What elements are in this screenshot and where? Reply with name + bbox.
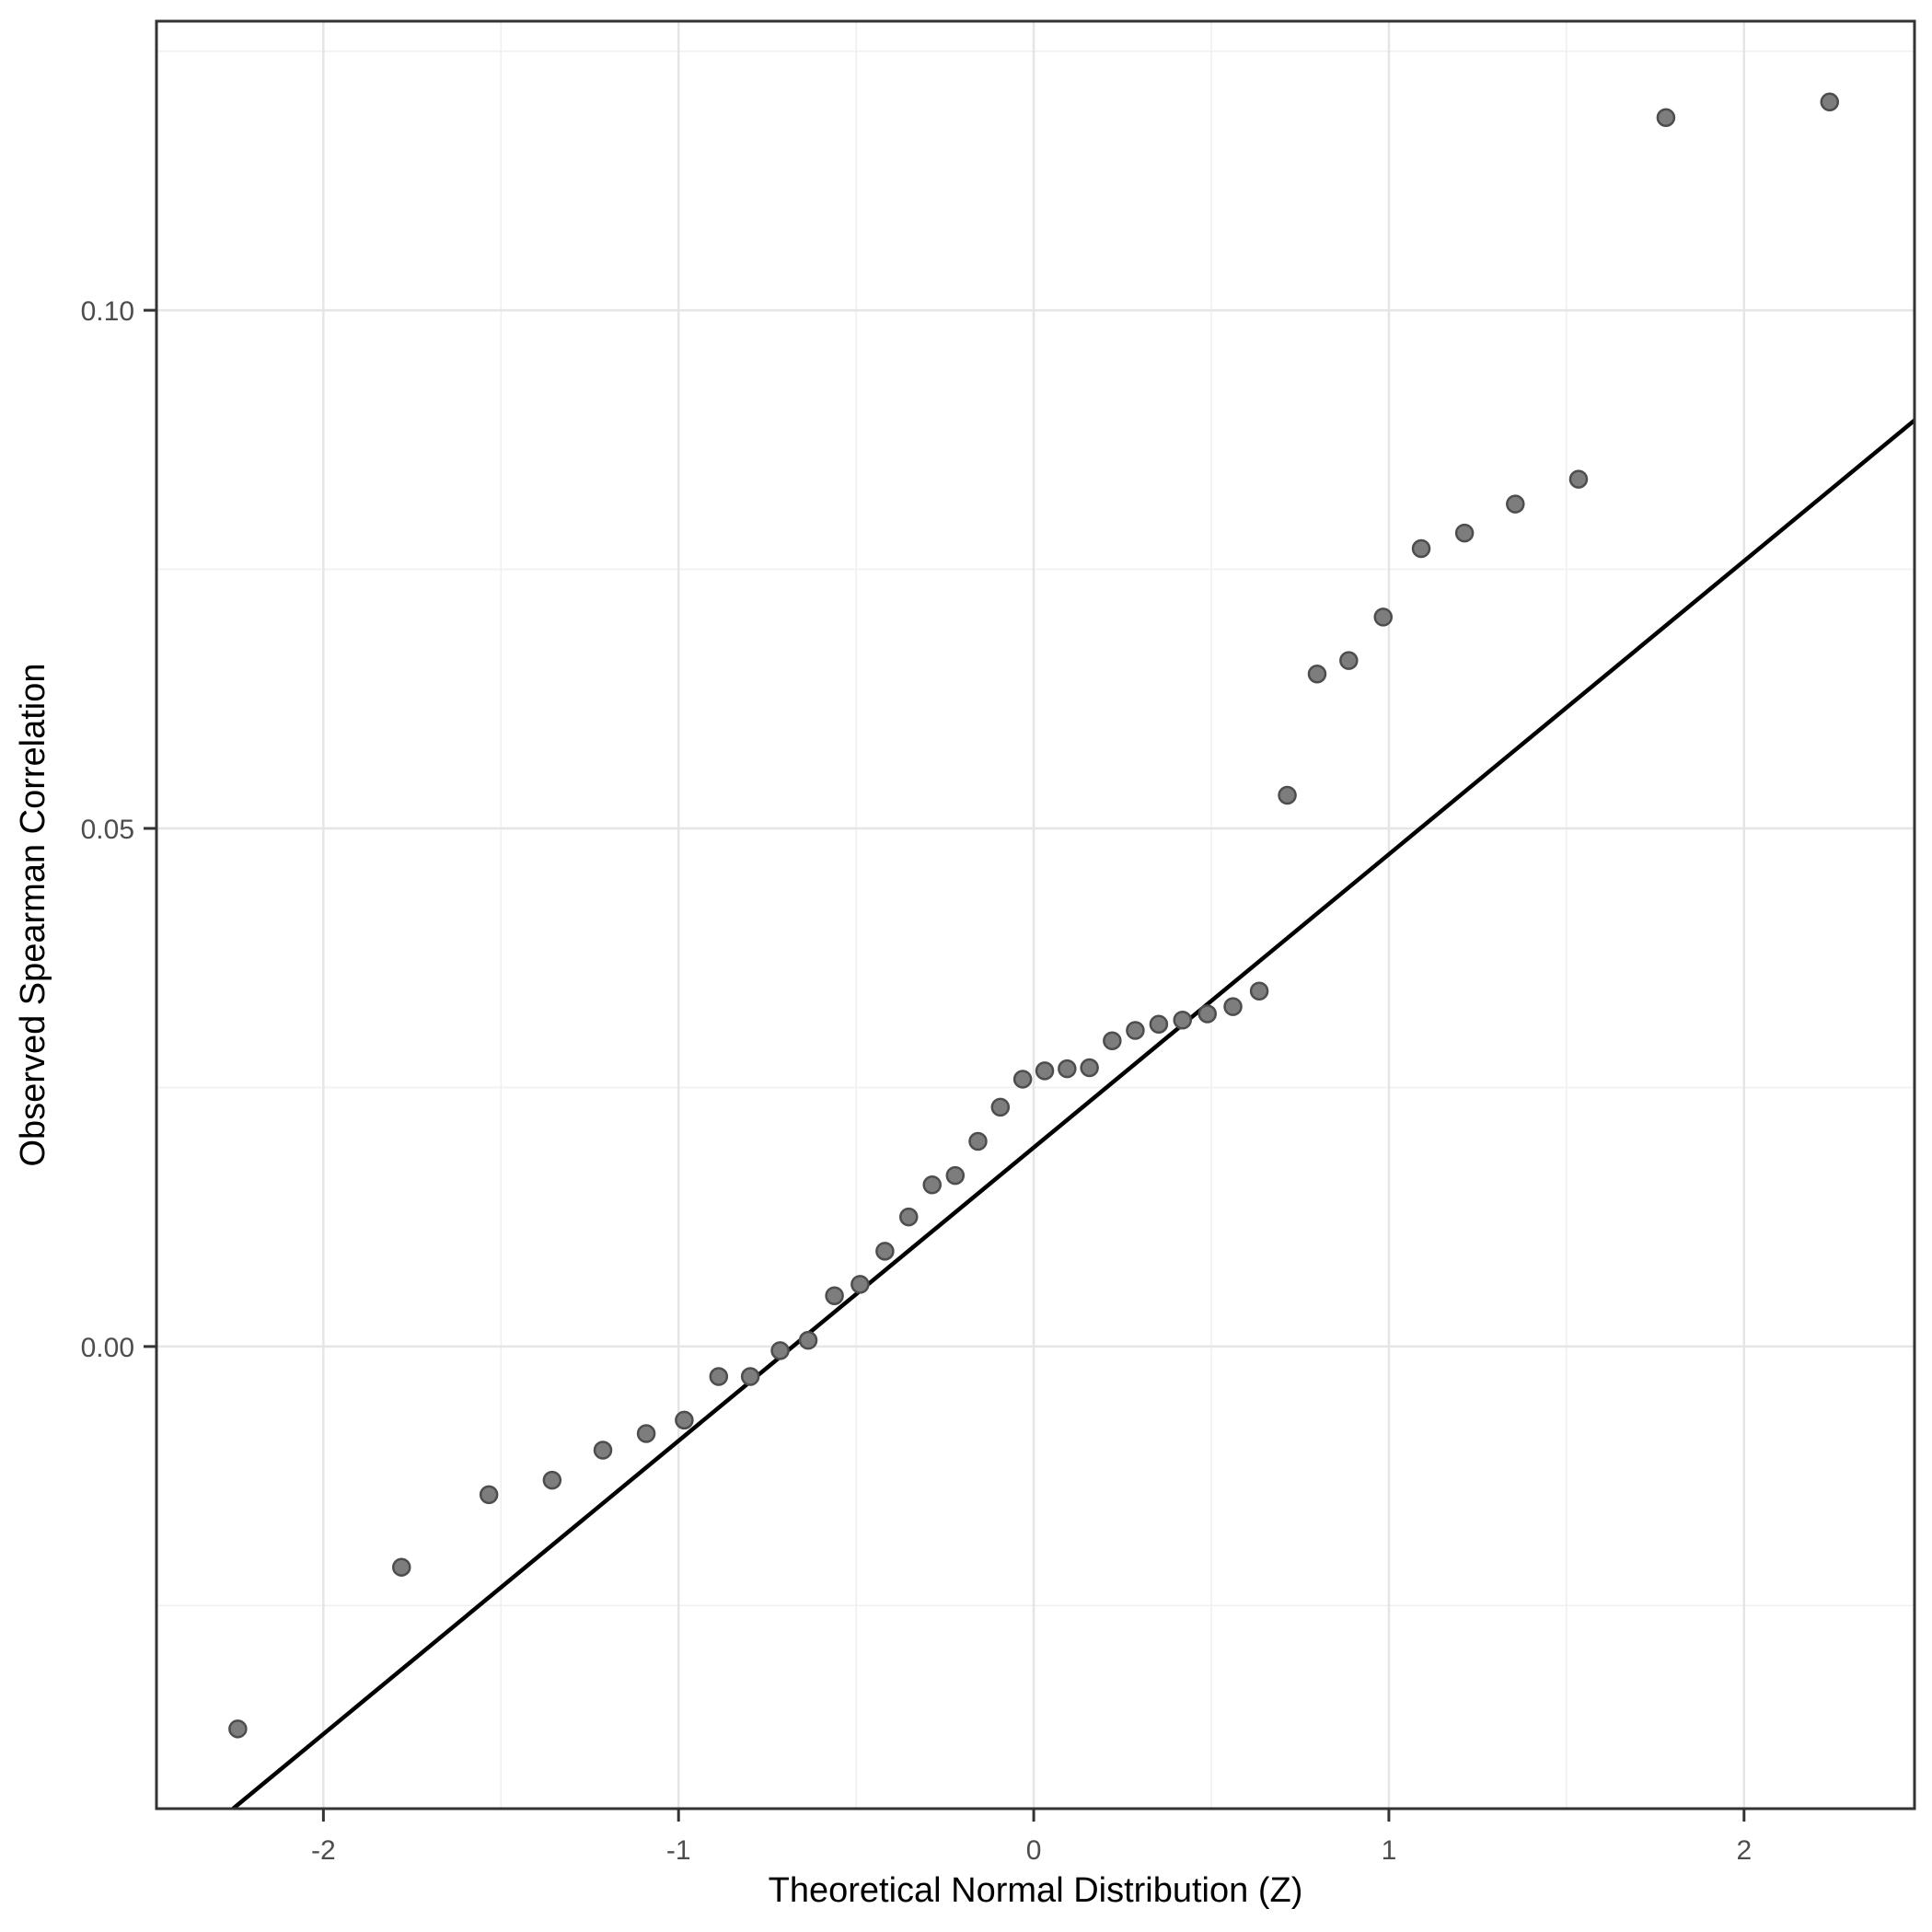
data-point bbox=[1080, 1058, 1099, 1078]
data-point bbox=[945, 1165, 966, 1186]
data-point bbox=[1149, 1014, 1169, 1035]
data-point bbox=[898, 1207, 919, 1227]
x-tick-label: -1 bbox=[666, 1835, 691, 1866]
data-point bbox=[1373, 607, 1394, 627]
panel-background bbox=[156, 21, 1915, 1809]
y-axis-tick-labels: 0.00 0.05 0.10 bbox=[81, 296, 134, 1363]
data-point bbox=[825, 1286, 844, 1305]
data-point bbox=[636, 1424, 656, 1443]
x-tick-label: -2 bbox=[311, 1835, 336, 1866]
data-point bbox=[1223, 997, 1243, 1016]
y-tick-label: 0.10 bbox=[81, 296, 134, 327]
data-point bbox=[228, 1719, 248, 1739]
data-point bbox=[1035, 1061, 1055, 1081]
data-point bbox=[1568, 469, 1589, 489]
y-tick-label: 0.00 bbox=[81, 1333, 134, 1363]
data-point bbox=[798, 1330, 818, 1350]
data-point bbox=[1307, 665, 1327, 684]
data-points bbox=[228, 92, 1840, 1739]
data-point bbox=[1656, 108, 1676, 127]
data-point bbox=[968, 1131, 988, 1151]
x-tick-label: 0 bbox=[1026, 1835, 1042, 1866]
y-tick-label: 0.05 bbox=[81, 815, 134, 845]
data-point bbox=[1249, 981, 1269, 1001]
x-axis-title: Theoretical Normal Distribution (Z) bbox=[769, 1871, 1303, 1910]
data-point bbox=[1339, 651, 1359, 670]
data-point bbox=[875, 1242, 895, 1261]
data-point bbox=[1058, 1059, 1077, 1079]
axis-tick-marks bbox=[144, 308, 1746, 1822]
y-axis-title: Observed Spearman Correlation bbox=[14, 663, 52, 1166]
reference-line-group bbox=[231, 418, 1916, 1811]
data-point bbox=[1173, 1011, 1192, 1030]
data-point bbox=[850, 1275, 870, 1294]
minor-gridlines bbox=[156, 21, 1915, 1809]
data-point bbox=[675, 1410, 694, 1430]
data-point bbox=[709, 1367, 729, 1386]
data-point bbox=[1820, 92, 1840, 112]
data-point bbox=[1454, 523, 1475, 543]
data-point bbox=[479, 1485, 499, 1505]
data-point bbox=[1012, 1070, 1033, 1089]
reference-line bbox=[231, 418, 1916, 1811]
data-point bbox=[391, 1557, 411, 1577]
data-point bbox=[922, 1175, 942, 1195]
x-tick-label: 1 bbox=[1382, 1835, 1397, 1866]
x-axis-tick-labels: -2 -1 0 1 2 bbox=[311, 1835, 1752, 1866]
major-gridlines bbox=[156, 21, 1915, 1809]
panel-border bbox=[155, 19, 1916, 1811]
data-point bbox=[770, 1341, 790, 1360]
data-point bbox=[1411, 538, 1431, 559]
data-point bbox=[1506, 494, 1525, 514]
data-point bbox=[1278, 785, 1297, 805]
data-point bbox=[1197, 1004, 1218, 1024]
data-point bbox=[542, 1470, 562, 1490]
data-point bbox=[593, 1440, 613, 1460]
x-tick-label: 2 bbox=[1736, 1835, 1752, 1866]
data-point bbox=[990, 1097, 1011, 1117]
data-point bbox=[1103, 1031, 1122, 1051]
data-point bbox=[1126, 1021, 1145, 1040]
data-point bbox=[740, 1367, 760, 1386]
